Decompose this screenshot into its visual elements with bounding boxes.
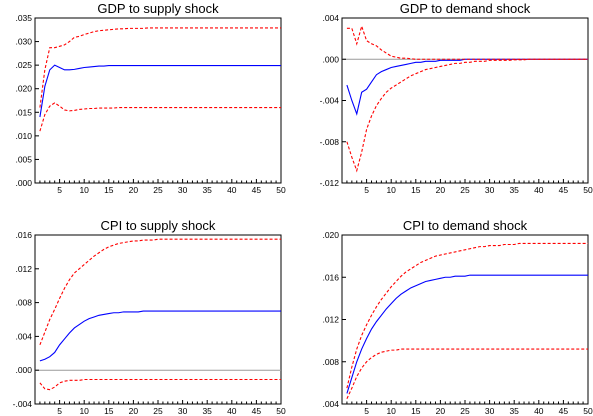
x-tick-label: 45 [252, 185, 262, 195]
panel-title: GDP to demand shock [400, 1, 531, 16]
x-tick-label: 35 [509, 406, 519, 416]
x-tick-label: 30 [178, 185, 188, 195]
y-tick-label: .010 [15, 131, 32, 141]
y-tick-label: .016 [15, 230, 32, 240]
x-tick-label: 30 [485, 185, 495, 195]
x-tick-label: 20 [129, 185, 139, 195]
x-tick-label: 30 [485, 406, 495, 416]
panel-title: GDP to supply shock [97, 1, 219, 16]
x-tick-label: 40 [534, 185, 544, 195]
plot-frame [341, 17, 589, 184]
x-tick-label: 30 [178, 406, 188, 416]
x-tick-label: 35 [509, 185, 519, 195]
y-tick-label: .004 [322, 399, 339, 409]
y-tick-label: -.004 [320, 96, 340, 106]
y-tick-label: -.012 [320, 178, 340, 188]
y-tick-label: .000 [15, 178, 32, 188]
y-tick-label: .020 [15, 84, 32, 94]
confidence-band-line [346, 348, 588, 399]
x-tick-label: 15 [411, 406, 421, 416]
impulse-response-line [39, 64, 281, 118]
y-tick-label: .012 [15, 264, 32, 274]
y-tick-label: .005 [15, 154, 32, 164]
x-tick-label: 50 [583, 185, 593, 195]
y-tick-label: .016 [322, 272, 339, 282]
x-tick-label: 20 [436, 185, 446, 195]
x-tick-label: 50 [583, 406, 593, 416]
x-tick-label: 10 [79, 406, 89, 416]
plot-frame [34, 17, 282, 184]
x-tick-label: 5 [364, 185, 369, 195]
x-tick-label: 15 [104, 185, 114, 195]
y-tick-label: .004 [322, 13, 339, 23]
y-tick-label: .008 [15, 298, 32, 308]
x-tick-label: 35 [202, 406, 212, 416]
impulse-response-line [346, 58, 588, 116]
y-tick-label: .000 [15, 365, 32, 375]
x-tick-label: 5 [57, 185, 62, 195]
x-tick-label: 25 [460, 185, 470, 195]
plot-frame [34, 234, 282, 405]
x-tick-label: 5 [364, 406, 369, 416]
panel-gdp-demand: GDP to demand shock -.012 -.008 -.004 .000.… [320, 1, 593, 195]
x-tick-label: 20 [436, 406, 446, 416]
panel-cpi-supply: CPI to supply shock -.004 .000 .004 .008 .01… [13, 218, 286, 416]
confidence-band-line [39, 238, 281, 346]
x-tick-label: 40 [227, 406, 237, 416]
y-tick-label: .004 [15, 331, 32, 341]
y-tick-label: .020 [322, 230, 339, 240]
impulse-response-line [346, 274, 588, 394]
panel-cpi-demand: CPI to demand shock .004 .008 .012 .016 .020… [322, 218, 593, 416]
y-tick-label: .015 [15, 107, 32, 117]
confidence-band-line [346, 24, 588, 60]
y-tick-label: .025 [15, 60, 32, 70]
y-tick-label: .030 [15, 37, 32, 47]
y-tick-label: .012 [322, 315, 339, 325]
x-tick-label: 15 [411, 185, 421, 195]
x-tick-label: 45 [252, 406, 262, 416]
confidence-band-line [346, 58, 588, 173]
x-tick-label: 25 [153, 406, 163, 416]
y-tick-label: .035 [15, 13, 32, 23]
x-tick-label: 40 [534, 406, 544, 416]
x-tick-label: 25 [460, 406, 470, 416]
confidence-band-line [39, 102, 281, 132]
x-tick-label: 10 [386, 406, 396, 416]
confidence-band-line [39, 27, 281, 108]
confidence-band-line [39, 378, 281, 391]
x-tick-label: 10 [386, 185, 396, 195]
y-tick-label: .000 [322, 54, 339, 64]
impulse-response-line [39, 310, 281, 362]
y-tick-label: -.004 [13, 399, 33, 409]
panel-title: CPI to supply shock [101, 218, 216, 233]
y-tick-label: .008 [322, 357, 339, 367]
x-tick-label: 50 [276, 406, 286, 416]
panel-title: CPI to demand shock [403, 218, 528, 233]
x-tick-label: 45 [559, 406, 569, 416]
panel-gdp-supply: GDP to supply shock .000 .005 .010 .015 .020… [15, 1, 286, 195]
x-tick-label: 5 [57, 406, 62, 416]
x-tick-label: 50 [276, 185, 286, 195]
x-tick-label: 45 [559, 185, 569, 195]
x-tick-label: 35 [202, 185, 212, 195]
confidence-band-line [346, 242, 588, 389]
plot-frame [341, 234, 589, 405]
x-tick-label: 20 [129, 406, 139, 416]
x-tick-label: 40 [227, 185, 237, 195]
x-tick-label: 25 [153, 185, 163, 195]
x-tick-label: 10 [79, 185, 89, 195]
y-tick-label: -.008 [320, 137, 340, 147]
x-tick-label: 15 [104, 406, 114, 416]
